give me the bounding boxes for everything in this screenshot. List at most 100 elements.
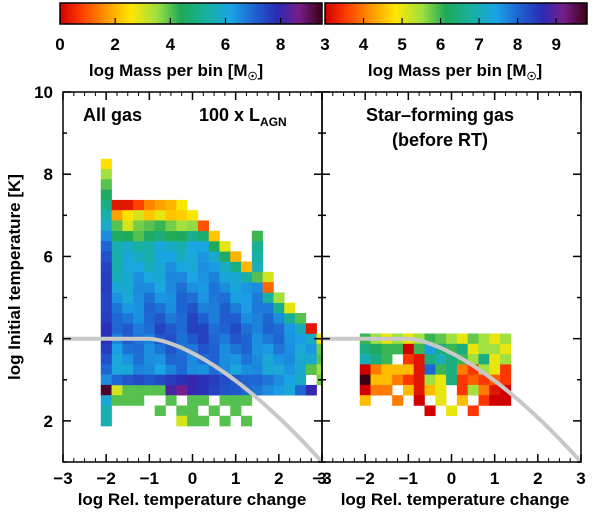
heatmap-bin (122, 210, 134, 221)
heatmap-bin (446, 405, 458, 417)
heatmap-bin (176, 210, 188, 221)
heatmap-bin (165, 220, 177, 232)
heatmap-bin (208, 354, 220, 365)
heatmap-bin (219, 384, 231, 396)
heatmap-bin (176, 251, 188, 262)
x-tick-label: 3 (317, 469, 326, 488)
y-tick-label: 4 (44, 330, 54, 349)
heatmap-bin (305, 343, 317, 355)
heatmap-bin (219, 395, 231, 406)
heatmap-bin (467, 354, 479, 365)
heatmap-bin (208, 405, 220, 417)
heatmap-bin (467, 384, 479, 396)
heatmap-bin (413, 364, 425, 375)
heatmap-bin (197, 282, 209, 293)
heatmap-bin (197, 384, 209, 396)
heatmap-bin (176, 292, 188, 303)
heatmap-bin (435, 374, 447, 386)
heatmap-bin (165, 230, 177, 242)
heatmap-bin (251, 343, 263, 355)
heatmap-bin (111, 343, 123, 355)
heatmap-bin (381, 343, 393, 355)
heatmap-bin (359, 364, 371, 375)
heatmap-bin (176, 282, 188, 293)
heatmap-bin (392, 364, 404, 375)
heatmap-bin (133, 199, 145, 211)
heatmap-bin (133, 271, 145, 283)
heatmap-bin (100, 415, 112, 427)
heatmap-bin (187, 354, 199, 365)
heatmap-bin (176, 354, 188, 365)
heatmap-bin (100, 179, 112, 190)
heatmap-bin (165, 354, 177, 365)
heatmap-bin (381, 384, 393, 396)
heatmap-bin (251, 241, 263, 252)
annotation-all-gas: All gas (83, 105, 142, 125)
heatmap-bin (176, 364, 188, 375)
heatmap-bin (424, 354, 436, 365)
y-axis-label: log Initial temperature [K] (5, 174, 24, 380)
heatmap-bin (424, 374, 436, 386)
heatmap-bin (230, 364, 242, 375)
heatmap-bin (251, 354, 263, 365)
heatmap-bin (251, 251, 263, 262)
heatmap-bin (251, 312, 263, 324)
heatmap-bin (478, 395, 490, 406)
heatmap-bin (500, 374, 512, 386)
heatmap-bin (176, 374, 188, 386)
y-tick-label: 6 (44, 247, 53, 266)
heatmap-bin (467, 405, 479, 417)
heatmap-bin (262, 354, 274, 365)
heatmap-bin (143, 292, 156, 303)
heatmap-bin (165, 241, 177, 252)
heatmap-bin (122, 292, 134, 303)
heatmap-bin (241, 374, 253, 386)
heatmap-bin (143, 261, 156, 273)
reference-curve (63, 336, 322, 462)
heatmap-bin (154, 292, 166, 303)
heatmap-bin (435, 364, 447, 375)
heatmap-bin (284, 333, 296, 345)
heatmap-bin (251, 374, 263, 386)
heatmap-bin (413, 343, 425, 355)
heatmap-bin (143, 251, 156, 262)
heatmap-bin (208, 364, 220, 375)
heatmap-bin (262, 333, 274, 345)
heatmap-bin (478, 364, 490, 375)
heatmap-bin (370, 364, 382, 375)
heatmap-bin (467, 364, 479, 375)
heatmap-bin (100, 282, 112, 293)
heatmap-bin (446, 374, 458, 386)
heatmap-bin (100, 271, 112, 283)
heatmap-bin (154, 405, 166, 417)
heatmap-bin (122, 343, 134, 355)
heatmap-bin (111, 364, 123, 375)
heatmap-bin (165, 384, 177, 396)
heatmap-bin (143, 364, 156, 375)
heatmap-bin (230, 323, 242, 334)
heatmap-bin (111, 271, 123, 283)
heatmap-bin (241, 282, 253, 293)
heatmap-bin (154, 230, 166, 242)
heatmap-bin (122, 271, 134, 283)
colorbar-tick-label: 6 (221, 35, 230, 54)
panel-all-gas (63, 158, 322, 462)
heatmap-bin (165, 333, 177, 345)
y-tick-label: 8 (44, 165, 53, 184)
heatmap-bin (219, 271, 231, 283)
heatmap-bin (467, 333, 479, 345)
heatmap-bin (467, 374, 479, 386)
heatmap-bin (165, 292, 177, 303)
heatmap-bin (208, 292, 220, 303)
heatmap-bin (176, 302, 188, 314)
heatmap-bin (295, 384, 307, 396)
heatmap-bin (100, 312, 112, 324)
heatmap-bin (187, 374, 199, 386)
heatmap-bin (241, 333, 253, 345)
heatmap-bin (295, 312, 307, 324)
heatmap-bin (100, 210, 112, 221)
heatmap-bin (241, 302, 253, 314)
heatmap-bin (456, 343, 468, 355)
heatmap-bin (424, 405, 436, 417)
